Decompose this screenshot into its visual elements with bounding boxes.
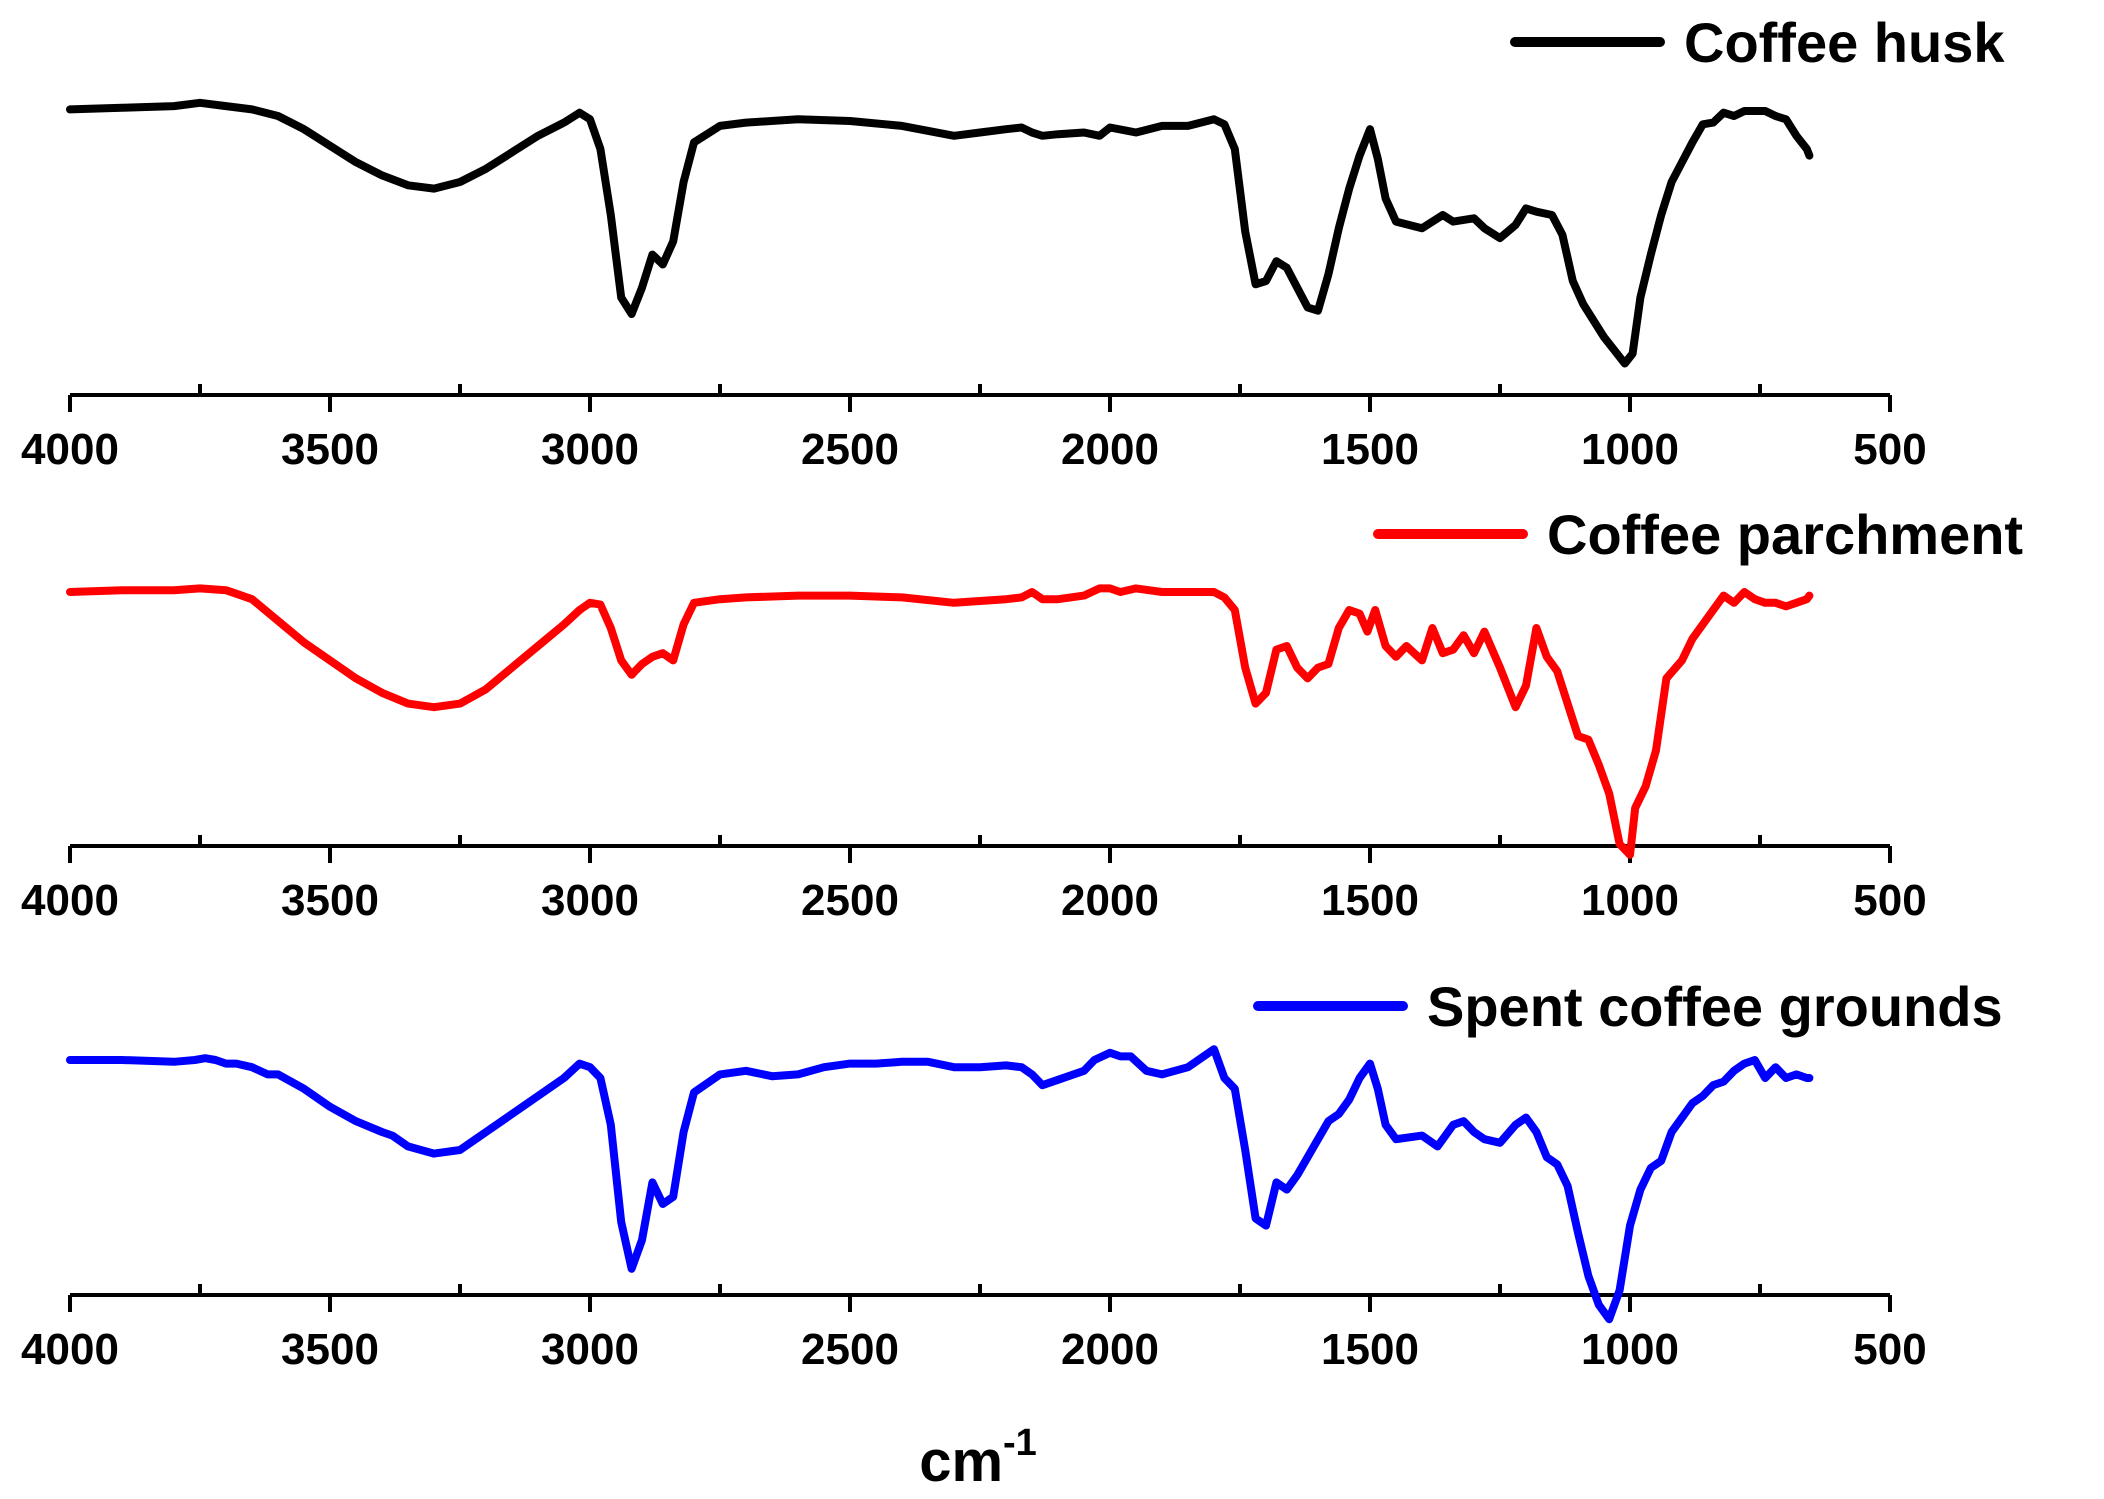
x-tick-label: 3500 <box>281 425 379 474</box>
panel-1: 4000 3500 3000 2500 2000 1500 1000 500 Coffee hu… <box>21 11 2005 474</box>
x-tick-label: 1000 <box>1581 876 1679 925</box>
legend-item-2: Coffee parchment <box>1373 503 2023 566</box>
chart-panels: 4000 3500 3000 2500 2000 1500 1000 500 Coffee hu… <box>21 11 2023 1374</box>
panel-2: 4000 3500 3000 2500 2000 1500 1000 500 Coffee pa… <box>21 503 2023 925</box>
x-axis-title-base: cm <box>919 1429 1003 1494</box>
x-tick-label: 3500 <box>281 1325 379 1374</box>
x-tick-label: 1000 <box>1581 425 1679 474</box>
series-line-3 <box>66 1045 1814 1324</box>
x-tick-label: 1500 <box>1321 876 1419 925</box>
legend-label: Spent coffee grounds <box>1427 975 2003 1038</box>
legend-label: Coffee parchment <box>1547 503 2023 566</box>
x-tick-label: 1000 <box>1581 1325 1679 1374</box>
x-tick-label: 4000 <box>21 425 119 474</box>
x-tick-label: 3000 <box>541 1325 639 1374</box>
x-axis-title: cm-1 <box>919 1422 1037 1494</box>
x-tick-label: 2500 <box>801 425 899 474</box>
x-tick-label: 4000 <box>21 1325 119 1374</box>
x-tick-label: 3000 <box>541 876 639 925</box>
x-tick-label: 500 <box>1853 1325 1926 1374</box>
legend-item-3: Spent coffee grounds <box>1253 975 2003 1038</box>
x-tick-label: 4000 <box>21 876 119 925</box>
x-tick-label: 2500 <box>801 1325 899 1374</box>
series-line-2 <box>66 584 1814 859</box>
x-tick-label: 3000 <box>541 425 639 474</box>
x-tick-label: 1500 <box>1321 425 1419 474</box>
x-tick-label: 3500 <box>281 876 379 925</box>
x-tick-label: 2500 <box>801 876 899 925</box>
x-tick-label: 500 <box>1853 876 1926 925</box>
x-tick-label: 2000 <box>1061 1325 1159 1374</box>
x-tick-label: 2000 <box>1061 425 1159 474</box>
x-tick-label: 1500 <box>1321 1325 1419 1374</box>
x-tick-label: 2000 <box>1061 876 1159 925</box>
x-axis-title-superscript: -1 <box>1003 1422 1037 1464</box>
legend-label: Coffee husk <box>1684 11 2005 74</box>
panel-3: 4000 3500 3000 2500 2000 1500 1000 500 Spent cof… <box>21 975 2003 1374</box>
series-line-1 <box>66 98 1814 368</box>
legend-item-1: Coffee husk <box>1510 11 2005 74</box>
x-tick-label: 500 <box>1853 425 1926 474</box>
